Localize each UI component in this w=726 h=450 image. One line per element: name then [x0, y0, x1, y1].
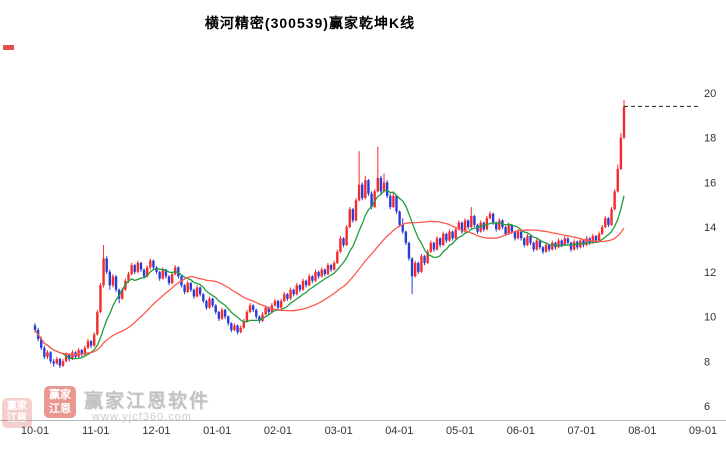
- svg-text:09-01: 09-01: [689, 425, 717, 437]
- svg-text:12-01: 12-01: [142, 425, 170, 437]
- ma-fast-line: [34, 189, 625, 360]
- svg-text:10-01: 10-01: [21, 425, 49, 437]
- svg-text:07-01: 07-01: [567, 425, 595, 437]
- svg-text:05-01: 05-01: [446, 425, 474, 437]
- svg-text:03-01: 03-01: [325, 425, 353, 437]
- svg-text:02-01: 02-01: [264, 425, 292, 437]
- left-axis-red-marker: [3, 45, 14, 50]
- candles-layer: [33, 99, 626, 368]
- svg-text:10: 10: [704, 312, 716, 324]
- chart-title: 横河精密(300539)赢家乾坤K线: [204, 15, 416, 31]
- svg-text:12: 12: [704, 267, 716, 279]
- svg-text:06-01: 06-01: [507, 425, 535, 437]
- svg-text:14: 14: [704, 222, 716, 234]
- svg-text:8: 8: [704, 356, 710, 368]
- svg-text:04-01: 04-01: [385, 425, 413, 437]
- ma-slow-line: [34, 220, 625, 355]
- x-axis-labels: 10-01 11-01 12-01 01-01 02-01 03-01 04-01 05-01…: [21, 425, 717, 437]
- svg-text:08-01: 08-01: [628, 425, 656, 437]
- svg-text:11-01: 11-01: [82, 425, 109, 437]
- svg-text:20: 20: [704, 88, 716, 100]
- svg-text:01-01: 01-01: [203, 425, 231, 437]
- svg-text:18: 18: [704, 133, 716, 145]
- y-axis-labels: 20 18 16 14 12 10 8 6: [704, 88, 716, 413]
- svg-text:16: 16: [704, 177, 716, 189]
- svg-text:6: 6: [704, 401, 710, 413]
